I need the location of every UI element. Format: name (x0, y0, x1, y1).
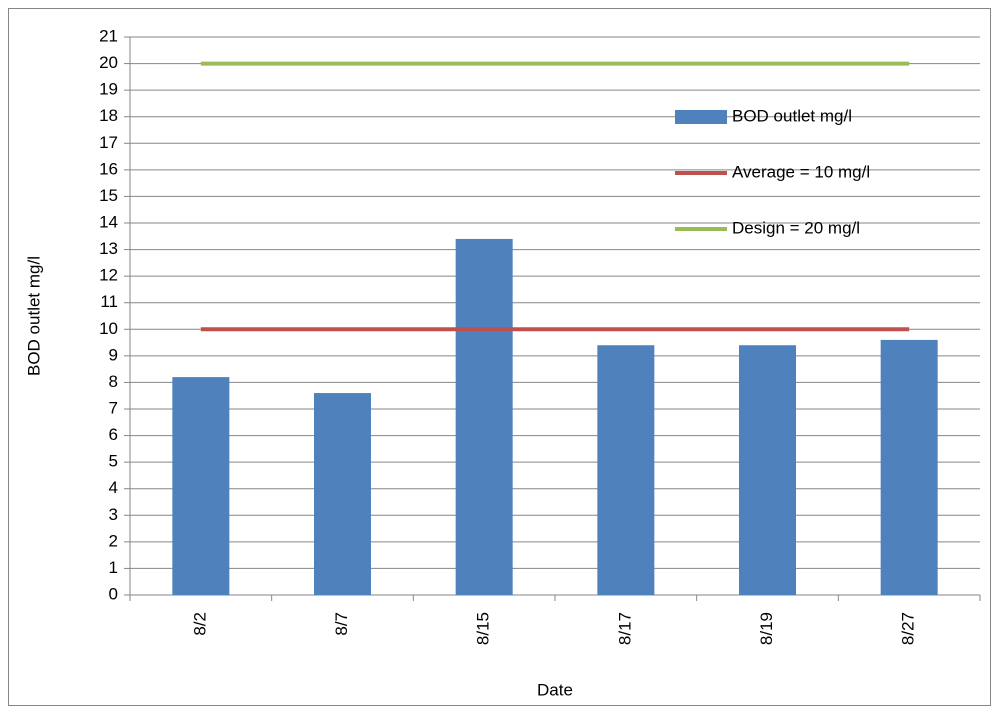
y-tick-label: 6 (109, 425, 118, 444)
y-tick-label: 17 (99, 133, 118, 152)
y-tick-label: 19 (99, 80, 118, 99)
bar (455, 238, 513, 595)
y-tick-label: 13 (99, 239, 118, 258)
y-tick-label: 1 (109, 558, 118, 577)
y-tick-label: 7 (109, 398, 118, 417)
bar (597, 345, 655, 595)
legend-label: Design = 20 mg/l (732, 218, 860, 237)
legend-swatch (675, 110, 727, 124)
legend-label: BOD outlet mg/l (732, 106, 852, 125)
bar (314, 393, 371, 595)
x-tick-label: 8/2 (190, 612, 209, 636)
y-tick-label: 9 (109, 345, 118, 364)
x-tick-label: 8/27 (899, 612, 918, 645)
bar (739, 345, 796, 595)
x-tick-label: 8/19 (757, 612, 776, 645)
y-tick-label: 11 (100, 292, 118, 311)
x-tick-label: 8/17 (615, 612, 634, 645)
y-tick-label: 21 (99, 26, 118, 45)
y-tick-label: 14 (99, 212, 118, 231)
x-tick-label: 8/15 (474, 612, 493, 645)
y-tick-label: 15 (99, 186, 118, 205)
y-tick-label: 12 (99, 266, 118, 285)
bar (880, 339, 938, 595)
y-tick-label: 5 (109, 452, 118, 471)
y-tick-label: 20 (99, 53, 118, 72)
x-tick-label: 8/7 (332, 612, 351, 636)
y-axis-label: BOD outlet mg/l (24, 256, 43, 376)
y-tick-label: 4 (109, 478, 118, 497)
y-tick-label: 0 (109, 584, 118, 603)
y-tick-label: 2 (109, 531, 118, 550)
y-tick-label: 16 (99, 159, 118, 178)
y-tick-label: 3 (109, 505, 118, 524)
legend-label: Average = 10 mg/l (732, 162, 870, 181)
bar (172, 377, 230, 595)
y-tick-label: 18 (99, 106, 118, 125)
x-axis-label: Date (537, 680, 573, 699)
y-tick-label: 8 (109, 372, 118, 391)
y-tick-label: 10 (99, 319, 118, 338)
